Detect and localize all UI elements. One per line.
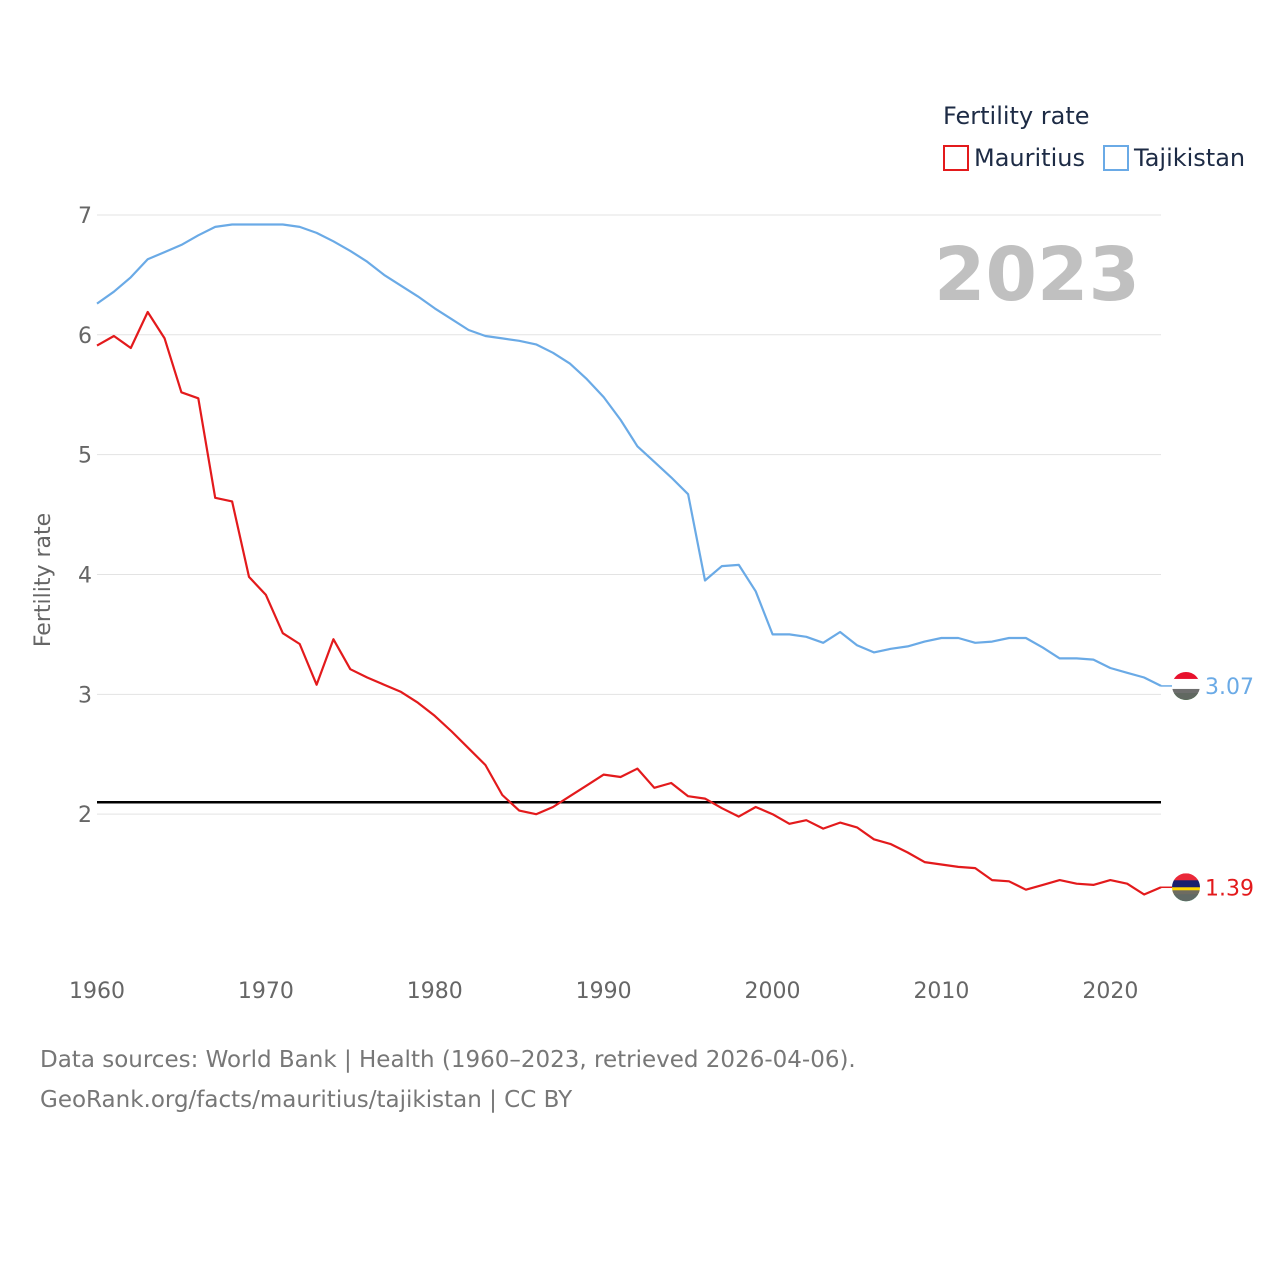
flag-icon-tajikistan <box>1172 671 1200 700</box>
y-tick-5: 5 <box>78 444 92 469</box>
y-tick-2: 2 <box>78 803 92 828</box>
y-axis-label: Fertility rate <box>31 513 56 647</box>
legend-label-tajikistan: Tajikistan <box>1133 144 1245 172</box>
end-label-mauritius: 1.39 <box>1205 876 1254 901</box>
source-line-1: Data sources: World Bank | Health (1960–… <box>40 1047 856 1073</box>
y-tick-7: 7 <box>78 204 92 229</box>
series-line-tajikistan <box>96 223 1162 687</box>
x-tick-1970: 1970 <box>238 979 294 1004</box>
legend-swatch-mauritius <box>943 145 969 171</box>
end-label-tajikistan: 3.07 <box>1205 675 1254 700</box>
x-tick-2000: 2000 <box>745 979 801 1004</box>
x-tick-1960: 1960 <box>69 979 125 1004</box>
x-tick-2020: 2020 <box>1082 979 1138 1004</box>
x-tick-1980: 1980 <box>407 979 463 1004</box>
y-axis-ticks: 2 3 4 5 6 7 <box>78 204 92 828</box>
x-tick-2010: 2010 <box>913 979 969 1004</box>
x-axis-ticks: 1960 1970 1980 1990 2000 2010 2020 <box>69 979 1138 1004</box>
series-line-mauritius <box>96 310 1162 896</box>
y-tick-4: 4 <box>78 563 92 588</box>
flag-icon-mauritius <box>1172 873 1200 902</box>
end-markers: 1.39 3.07 <box>1161 671 1254 902</box>
source-line-2: GeoRank.org/facts/mauritius/tajikistan |… <box>40 1087 573 1113</box>
year-label: 2023 <box>934 232 1140 318</box>
legend: Fertility rate Mauritius Tajikistan <box>943 102 1245 172</box>
x-tick-1990: 1990 <box>576 979 632 1004</box>
legend-item-tajikistan[interactable]: Tajikistan <box>1103 144 1245 172</box>
grid-lines <box>97 214 1161 815</box>
y-tick-3: 3 <box>78 683 92 708</box>
legend-item-mauritius[interactable]: Mauritius <box>943 144 1085 172</box>
legend-swatch-tajikistan <box>1103 145 1129 171</box>
series-lines <box>96 223 1162 896</box>
legend-label-mauritius: Mauritius <box>974 144 1085 172</box>
legend-title: Fertility rate <box>943 102 1090 130</box>
y-tick-6: 6 <box>78 324 92 349</box>
